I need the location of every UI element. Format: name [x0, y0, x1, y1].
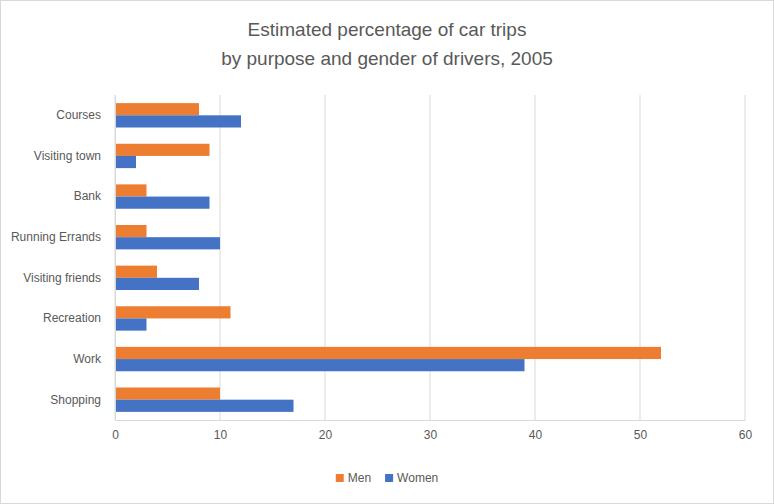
series: [115, 103, 661, 400]
series: [115, 115, 525, 412]
axis-line: [116, 420, 746, 421]
grid-line: [535, 95, 536, 420]
bar: [115, 225, 147, 237]
tick-label: 40: [529, 428, 543, 442]
tick: Courses: [56, 108, 115, 122]
legend-item: Men: [336, 471, 371, 485]
bar: [115, 237, 220, 249]
plot: 0 10 20 30 40 50 60 Courses Visiting town Bank Run…: [11, 95, 753, 442]
bar: [115, 347, 661, 359]
tick: 10: [214, 420, 228, 442]
tick: Visiting town: [34, 149, 115, 163]
tick: 30: [424, 420, 438, 442]
bar: [115, 400, 294, 412]
bar: [115, 156, 136, 168]
chart: Estimated percentage of car trips by purp…: [0, 0, 774, 504]
bars: [115, 103, 661, 412]
tick-label: 0: [112, 428, 119, 442]
category-label: Visiting friends: [23, 271, 101, 285]
bar: [115, 278, 199, 290]
bar: [115, 388, 220, 400]
category-label: Courses: [56, 108, 101, 122]
bar: [115, 197, 210, 209]
tick: Work: [73, 352, 115, 366]
tick: Visiting friends: [23, 271, 115, 285]
category-label: Shopping: [50, 393, 101, 407]
title: Estimated percentage of car trips by purp…: [221, 19, 553, 69]
title-line: by purpose and gender of drivers, 2005: [221, 48, 553, 69]
legend-label: Women: [397, 471, 438, 485]
tick: 0: [112, 420, 119, 442]
legend: Men Women: [336, 471, 438, 485]
legend-item: Women: [385, 471, 438, 485]
x-axis: 0 10 20 30 40 50 60: [112, 420, 752, 442]
tick-label: 60: [739, 428, 753, 442]
tick: 40: [529, 420, 543, 442]
tick-label: 20: [319, 428, 333, 442]
tick: Running Errands: [11, 230, 115, 244]
y-axis: Courses Visiting town Bank Running Errands V…: [11, 96, 116, 421]
tick-label: 30: [424, 428, 438, 442]
tick: 50: [634, 420, 648, 442]
grid-line: [115, 95, 116, 420]
category-label: Bank: [74, 189, 102, 203]
axis-line: [115, 96, 116, 421]
chart-border: [1, 1, 774, 504]
category-label: Work: [73, 352, 102, 366]
grid-line: [640, 95, 641, 420]
tick-label: 10: [214, 428, 228, 442]
legend-label: Men: [348, 471, 371, 485]
bar: [115, 103, 199, 115]
title-line: Estimated percentage of car trips: [248, 19, 527, 40]
bar: [115, 266, 157, 278]
tick: 20: [319, 420, 333, 442]
tick: Shopping: [50, 393, 115, 407]
category-label: Visiting town: [34, 149, 101, 163]
legend-swatch: [336, 474, 344, 482]
bar: [115, 144, 210, 156]
grid-line: [745, 95, 746, 420]
tick: Bank: [74, 189, 115, 203]
tick: 60: [739, 420, 753, 442]
category-label: Running Errands: [11, 230, 101, 244]
bar: [115, 115, 241, 127]
legend-swatch: [385, 474, 393, 482]
tick: Recreation: [43, 311, 115, 325]
category-label: Recreation: [43, 311, 101, 325]
bar: [115, 306, 231, 318]
tick-label: 50: [634, 428, 648, 442]
bar: [115, 359, 525, 371]
bar: [115, 184, 147, 196]
bar: [115, 318, 147, 330]
grid: [115, 95, 745, 420]
